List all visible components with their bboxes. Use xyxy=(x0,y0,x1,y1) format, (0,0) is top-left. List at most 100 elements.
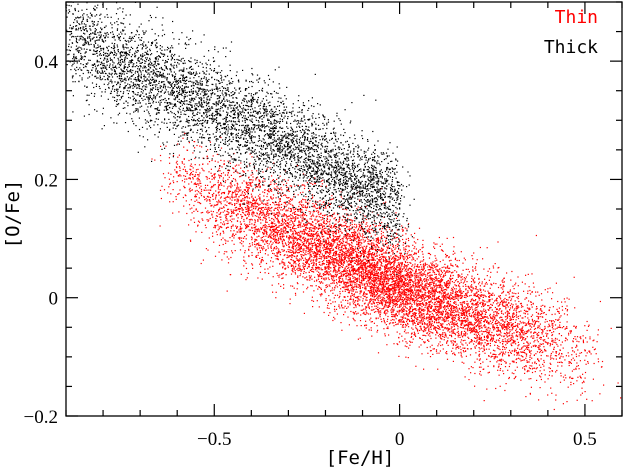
thin-point xyxy=(332,255,334,257)
thin-point xyxy=(332,262,334,264)
thin-point xyxy=(500,351,502,353)
thin-point xyxy=(428,325,430,327)
thin-point xyxy=(382,284,384,286)
thin-point xyxy=(403,281,406,283)
thin-point xyxy=(167,172,170,174)
thin-point xyxy=(264,189,266,191)
thin-point xyxy=(433,299,436,301)
thin-point xyxy=(254,215,256,217)
thin-point xyxy=(339,307,341,309)
thin-point xyxy=(352,277,354,279)
thin-point xyxy=(568,332,570,334)
thin-point xyxy=(175,198,177,200)
thin-point xyxy=(345,275,347,277)
thin-point xyxy=(463,310,465,312)
thin-point xyxy=(446,316,448,318)
thin-point xyxy=(511,270,513,273)
thin-point xyxy=(327,232,329,234)
thin-point xyxy=(430,299,432,301)
thin-point xyxy=(541,299,543,301)
thin-point xyxy=(381,228,383,230)
thin-point xyxy=(547,337,549,339)
thin-point xyxy=(466,344,468,346)
thin-point xyxy=(272,230,275,232)
thin-point xyxy=(361,266,363,268)
thin-point xyxy=(407,264,409,266)
thin-point xyxy=(520,310,522,312)
thin-point xyxy=(395,237,398,239)
thin-point xyxy=(407,302,409,304)
thin-point xyxy=(359,290,361,292)
thin-point xyxy=(272,194,275,196)
thin-point xyxy=(298,245,300,247)
thin-point xyxy=(335,247,337,249)
thin-point xyxy=(316,256,318,258)
thin-point xyxy=(494,344,496,346)
thin-point xyxy=(466,318,468,320)
thin-point xyxy=(444,296,446,298)
thin-point xyxy=(360,227,362,229)
thin-point xyxy=(254,243,256,245)
thin-point xyxy=(251,170,253,172)
thin-point xyxy=(249,219,251,221)
thin-point xyxy=(417,286,419,288)
thin-point xyxy=(338,268,340,270)
thin-point xyxy=(496,303,498,305)
thin-point xyxy=(441,243,443,245)
thin-point xyxy=(270,190,272,192)
thin-point xyxy=(247,210,249,212)
thin-point xyxy=(350,239,352,241)
thin-point xyxy=(297,214,299,216)
thin-point xyxy=(420,329,422,331)
thin-point xyxy=(308,259,310,261)
thin-point xyxy=(251,219,253,221)
thin-point xyxy=(475,299,477,301)
thin-point xyxy=(223,221,225,223)
thin-point xyxy=(160,160,162,162)
thin-point xyxy=(334,265,336,267)
thin-point xyxy=(333,282,335,284)
thin-point xyxy=(448,328,450,330)
thin-point xyxy=(465,297,467,299)
thin-point xyxy=(452,310,454,312)
thin-point xyxy=(401,321,403,323)
thin-point xyxy=(238,229,240,231)
thin-point xyxy=(309,252,311,254)
thin-point xyxy=(284,218,286,220)
thin-point xyxy=(490,339,492,341)
thin-point xyxy=(358,226,360,228)
thin-point xyxy=(510,338,512,340)
thin-point xyxy=(388,334,390,336)
thin-point xyxy=(388,297,390,299)
thin-point xyxy=(283,249,285,251)
thin-point xyxy=(403,282,405,284)
thin-point xyxy=(268,272,270,274)
thin-point xyxy=(385,240,387,243)
thin-point xyxy=(358,271,360,273)
thin-point xyxy=(220,193,223,195)
thin-point xyxy=(410,288,412,290)
thin-point xyxy=(218,169,220,171)
thin-point xyxy=(426,287,428,289)
thin-point xyxy=(438,277,440,279)
thin-point xyxy=(507,341,509,343)
thin-point xyxy=(515,313,518,315)
thin-point xyxy=(411,255,413,257)
thin-point xyxy=(422,309,424,312)
thin-point xyxy=(306,206,308,208)
thin-point xyxy=(399,255,401,257)
thin-point xyxy=(345,283,347,286)
thin-point xyxy=(285,209,287,211)
thin-point xyxy=(588,350,590,352)
thin-point xyxy=(524,283,526,285)
thin-point xyxy=(349,244,351,246)
thin-point xyxy=(356,241,358,243)
thin-point xyxy=(480,319,482,322)
thin-point xyxy=(346,250,348,252)
thin-point xyxy=(225,216,227,218)
thin-point xyxy=(431,264,433,266)
thin-point xyxy=(415,282,417,284)
thin-point xyxy=(267,204,269,206)
thin-point xyxy=(439,341,441,343)
thin-point xyxy=(374,298,376,300)
